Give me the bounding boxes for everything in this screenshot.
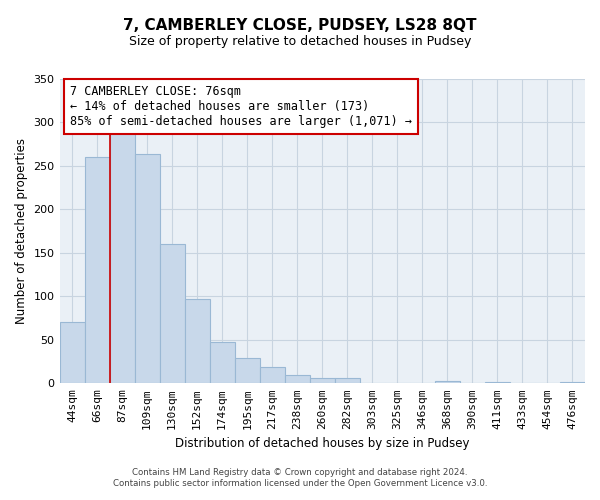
Bar [59,322,85,384]
Bar [435,380,460,384]
Bar [185,299,209,384]
Text: Contains HM Land Registry data © Crown copyright and database right 2024.
Contai: Contains HM Land Registry data © Crown c… [113,468,487,487]
Bar [134,154,160,384]
Bar [209,342,235,384]
Bar [560,382,585,384]
Bar [310,378,335,384]
Text: 7, CAMBERLEY CLOSE, PUDSEY, LS28 8QT: 7, CAMBERLEY CLOSE, PUDSEY, LS28 8QT [123,18,477,32]
Bar [485,382,510,384]
Bar [160,244,185,384]
X-axis label: Distribution of detached houses by size in Pudsey: Distribution of detached houses by size … [175,437,470,450]
Text: Size of property relative to detached houses in Pudsey: Size of property relative to detached ho… [129,35,471,48]
Text: 7 CAMBERLEY CLOSE: 76sqm
← 14% of detached houses are smaller (173)
85% of semi-: 7 CAMBERLEY CLOSE: 76sqm ← 14% of detach… [70,85,412,128]
Bar [110,128,134,384]
Bar [235,358,260,384]
Y-axis label: Number of detached properties: Number of detached properties [15,138,28,324]
Bar [85,157,110,384]
Bar [335,378,360,384]
Bar [260,367,285,384]
Bar [285,374,310,384]
